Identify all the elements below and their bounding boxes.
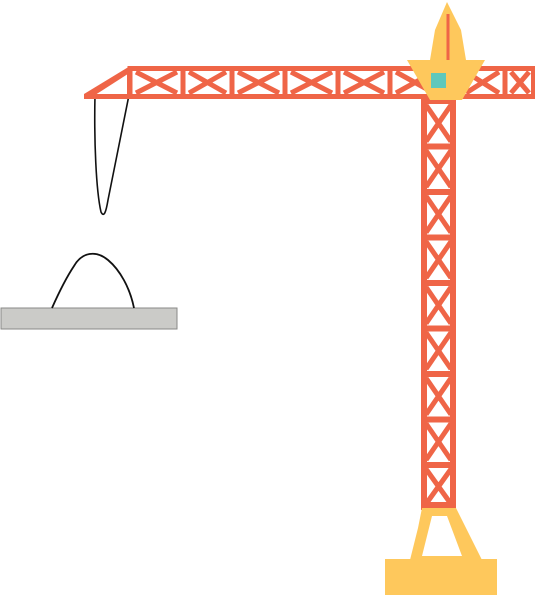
lifting-sling [51, 252, 135, 309]
jib-diagonal [509, 70, 531, 95]
jib-diagonal [134, 69, 179, 96]
mast-diagonal [423, 149, 454, 189]
crane-mast [421, 96, 456, 510]
mast-horizontal [421, 280, 456, 286]
base-block [385, 559, 497, 595]
base-opening [422, 516, 462, 556]
mast-left-chord [421, 96, 427, 510]
jib-bottom-chord [84, 94, 535, 99]
jib-diagonal [342, 69, 386, 96]
mast-horizontal [421, 98, 456, 104]
crane-cab [407, 2, 485, 100]
mast-diagonal [423, 376, 454, 416]
jib-diagonal [289, 69, 334, 96]
cab-window [431, 73, 446, 88]
mast-horizontal [421, 189, 456, 195]
mast-diagonal [423, 285, 454, 325]
crane-base [385, 508, 497, 595]
mast-horizontal [421, 462, 456, 468]
jib-tip [84, 66, 134, 97]
mast-diagonal [423, 194, 454, 234]
crane-jib [84, 66, 535, 99]
mast-foot [421, 502, 456, 509]
mast-horizontal [421, 416, 456, 423]
mast-diagonal [423, 331, 454, 371]
concrete-slab [0, 307, 178, 330]
mast-horizontal [421, 325, 456, 332]
mast-horizontal [421, 371, 456, 377]
jib-diagonal [464, 69, 501, 96]
jib-diagonal [236, 69, 281, 96]
jib-diagonal [187, 69, 228, 96]
mast-diagonal [423, 240, 454, 280]
mast-horizontal [421, 234, 456, 241]
mast-diagonal [423, 467, 454, 506]
jib-top-chord [128, 66, 535, 71]
mast-horizontal [421, 143, 456, 150]
mast-diagonal [423, 422, 454, 462]
mast-right-chord [450, 96, 456, 510]
mast-diagonal [423, 103, 454, 143]
hook-rope [93, 94, 130, 216]
